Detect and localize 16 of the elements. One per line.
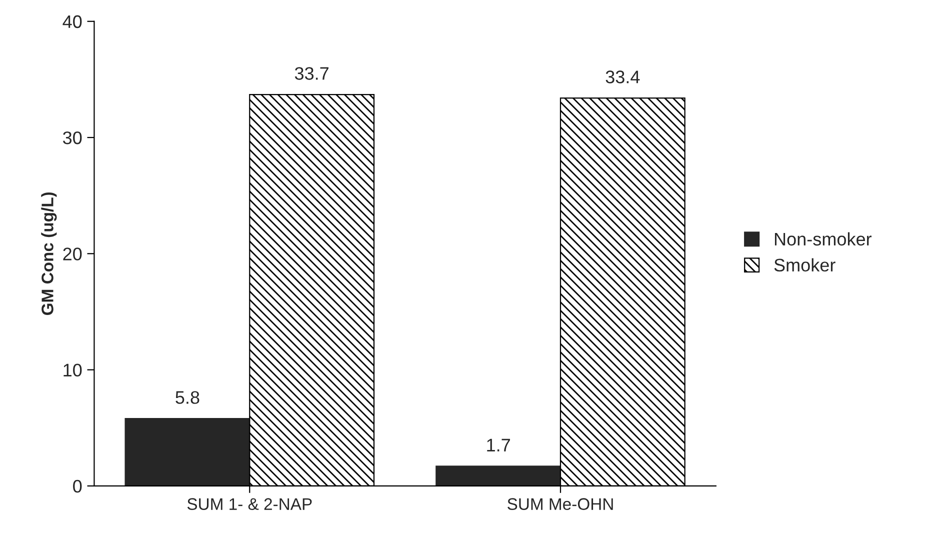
data-label: 33.7 [294,67,328,80]
y-tick-label: 20 [63,248,82,260]
bar [436,466,562,486]
data-label: 33.4 [606,70,640,84]
x-tick-label: SUM 1- & 2-NAP [187,498,312,510]
y-tick-label: 40 [62,15,82,28]
legend-label: Non-smoker [774,232,872,246]
y-tick-label: 30 [63,131,82,144]
bar [124,418,250,486]
y-tick-label: 10 [64,364,82,377]
data-label: 5.8 [176,391,200,404]
y-axis-title: GM Conc (ug/L) [41,192,57,315]
legend-label: Smoker [774,258,836,272]
x-tick-label: SUM Me-OHN [508,498,613,510]
data-label: 1.7 [487,438,510,452]
y-tick-label: 0 [73,480,82,493]
